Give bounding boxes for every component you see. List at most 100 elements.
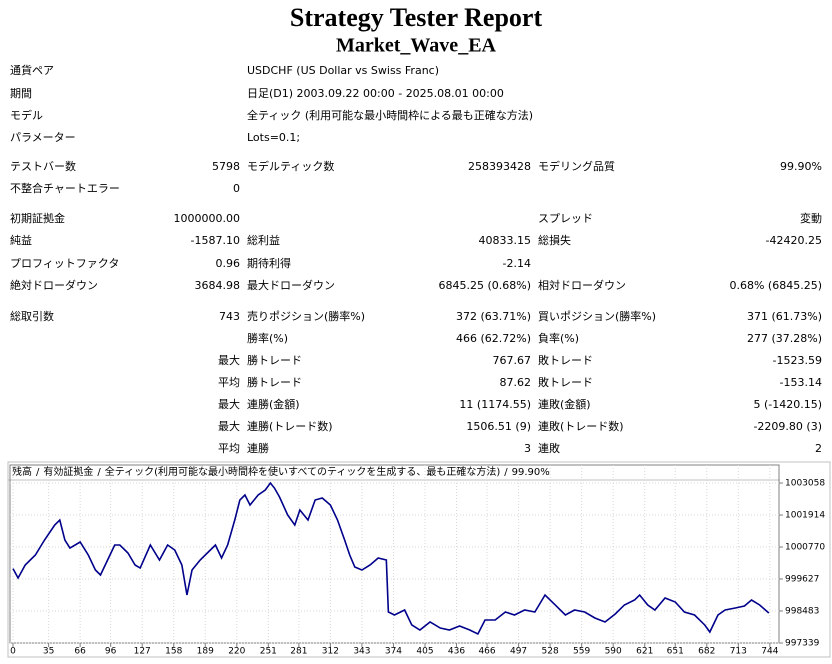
stat-label: モデリング品質 — [538, 159, 615, 173]
stat-label: 連勝(トレード数) — [247, 419, 333, 433]
info-value: USDCHF (US Dollar vs Swiss Franc) — [247, 64, 439, 77]
stat-label: プロフィットファクタ — [10, 257, 119, 270]
stat-value: 5 (-1420.15) — [753, 398, 822, 411]
stat-value: 平均 — [218, 442, 240, 455]
legend-quality: 99.90% — [512, 467, 550, 478]
legend-entry: 有効証拠金 — [43, 465, 93, 478]
stat-value: 743 — [219, 310, 240, 323]
stat-value: 3 — [524, 442, 531, 455]
x-tick-label: 651 — [667, 647, 684, 657]
report-title: Strategy Tester Report — [290, 3, 543, 32]
stat-label: 連敗(金額) — [538, 397, 591, 411]
info-label: モデル — [10, 108, 43, 122]
info-value: Lots=0.1; — [247, 131, 300, 144]
info-label: パラメーター — [10, 131, 76, 144]
stat-label: 連勝 — [247, 441, 269, 455]
x-tick-label: 713 — [730, 647, 747, 657]
stat-value: 0.96 — [216, 257, 241, 270]
stat-value: 87.62 — [500, 376, 532, 389]
x-tick-label: 436 — [448, 647, 465, 657]
y-tick-label: 1003058 — [785, 479, 825, 489]
stat-label: モデルティック数 — [247, 159, 334, 173]
stat-value: 277 (37.28%) — [747, 332, 822, 345]
stat-label: 総損失 — [538, 233, 571, 247]
stat-label: 敗トレード — [538, 353, 593, 367]
stat-value: 0 — [233, 182, 240, 195]
x-tick-label: 251 — [260, 647, 277, 657]
stat-label: 負率(%) — [538, 331, 579, 345]
stat-label: 不整合チャートエラー — [10, 181, 120, 195]
stat-value: 平均 — [218, 376, 240, 389]
y-tick-label: 998483 — [785, 607, 819, 617]
stat-value: 最大 — [218, 419, 240, 433]
stat-value: 1506.51 (9) — [466, 420, 531, 433]
stat-label: 期待利得 — [247, 256, 291, 270]
stat-value: -153.14 — [780, 376, 822, 389]
stat-value: -1587.10 — [191, 234, 240, 247]
stat-value: -42420.25 — [766, 234, 822, 247]
stat-label: 絶対ドローダウン — [10, 278, 98, 292]
stat-label: 最大ドローダウン — [247, 278, 335, 292]
x-tick-label: 281 — [290, 647, 307, 657]
y-tick-label: 1000770 — [785, 543, 825, 553]
stat-value: 11 (1174.55) — [459, 398, 531, 411]
stat-value: 40833.15 — [479, 234, 532, 247]
info-label: 通貨ペア — [10, 63, 54, 77]
x-tick-label: 220 — [228, 647, 245, 657]
x-tick-label: 35 — [43, 647, 54, 657]
stat-label: スプレッド — [538, 212, 593, 225]
info-value: 全ティック (利用可能な最小時間枠による最も正確な方法) — [247, 108, 533, 122]
stat-label: 総取引数 — [10, 309, 54, 323]
stat-label: 相対ドローダウン — [538, 278, 626, 292]
stat-value: 99.90% — [780, 160, 822, 173]
y-tick-label: 1001914 — [785, 511, 825, 521]
x-tick-label: 590 — [605, 647, 622, 657]
chart-frame — [7, 461, 831, 658]
x-tick-label: 682 — [698, 647, 715, 657]
stat-label: 連敗(トレード数) — [538, 419, 624, 433]
stat-value: 0.68% (6845.25) — [729, 279, 822, 292]
legend-separator: / — [36, 467, 40, 478]
stat-label: テストバー数 — [10, 160, 76, 173]
stat-value: 3684.98 — [195, 279, 241, 292]
stat-label: 勝率(%) — [247, 331, 288, 345]
y-tick-label: 999627 — [785, 575, 819, 585]
stat-value: 372 (63.71%) — [456, 310, 531, 323]
report-subtitle: Market_Wave_EA — [336, 35, 497, 57]
y-tick-label: 997339 — [785, 639, 820, 649]
legend-separator: / — [504, 467, 508, 478]
info-value: 日足(D1) 2003.09.22 00:00 - 2025.08.01 00:… — [247, 87, 504, 100]
stat-value: -2.14 — [503, 257, 531, 270]
balance-line — [12, 481, 770, 636]
x-tick-label: 466 — [478, 647, 495, 657]
x-tick-label: 312 — [322, 647, 339, 657]
stat-label: 初期証拠金 — [10, 211, 65, 225]
x-tick-label: 158 — [165, 647, 182, 657]
legend-separator: / — [97, 467, 101, 478]
x-tick-label: 343 — [353, 647, 370, 657]
x-tick-label: 127 — [134, 647, 151, 657]
x-tick-label: 96 — [105, 647, 117, 657]
stat-value: 最大 — [218, 397, 240, 411]
stat-label: 連敗 — [538, 441, 560, 455]
legend-entry: 残高 — [12, 465, 32, 478]
stat-label: 買いポジション(勝率%) — [538, 309, 656, 323]
stat-value: 466 (62.72%) — [456, 332, 531, 345]
stat-value: 767.67 — [493, 354, 532, 367]
x-tick-label: 0 — [10, 647, 16, 657]
x-tick-label: 528 — [542, 647, 559, 657]
x-tick-label: 189 — [197, 647, 214, 657]
stat-value: 2 — [815, 442, 822, 455]
x-tick-label: 744 — [761, 647, 778, 657]
stat-value: 5798 — [212, 160, 240, 173]
legend-model: 全ティック(利用可能な最小時間枠を使いすべてのティックを生成する、最も正確な方法… — [105, 465, 501, 478]
x-tick-label: 374 — [385, 647, 402, 657]
stat-value: 1000000.00 — [174, 212, 240, 225]
stat-label: 勝トレード — [247, 375, 302, 389]
x-tick-label: 405 — [416, 647, 433, 657]
x-tick-label: 497 — [510, 647, 527, 657]
stat-label: 総利益 — [247, 233, 280, 247]
stat-value: -1523.59 — [773, 354, 822, 367]
